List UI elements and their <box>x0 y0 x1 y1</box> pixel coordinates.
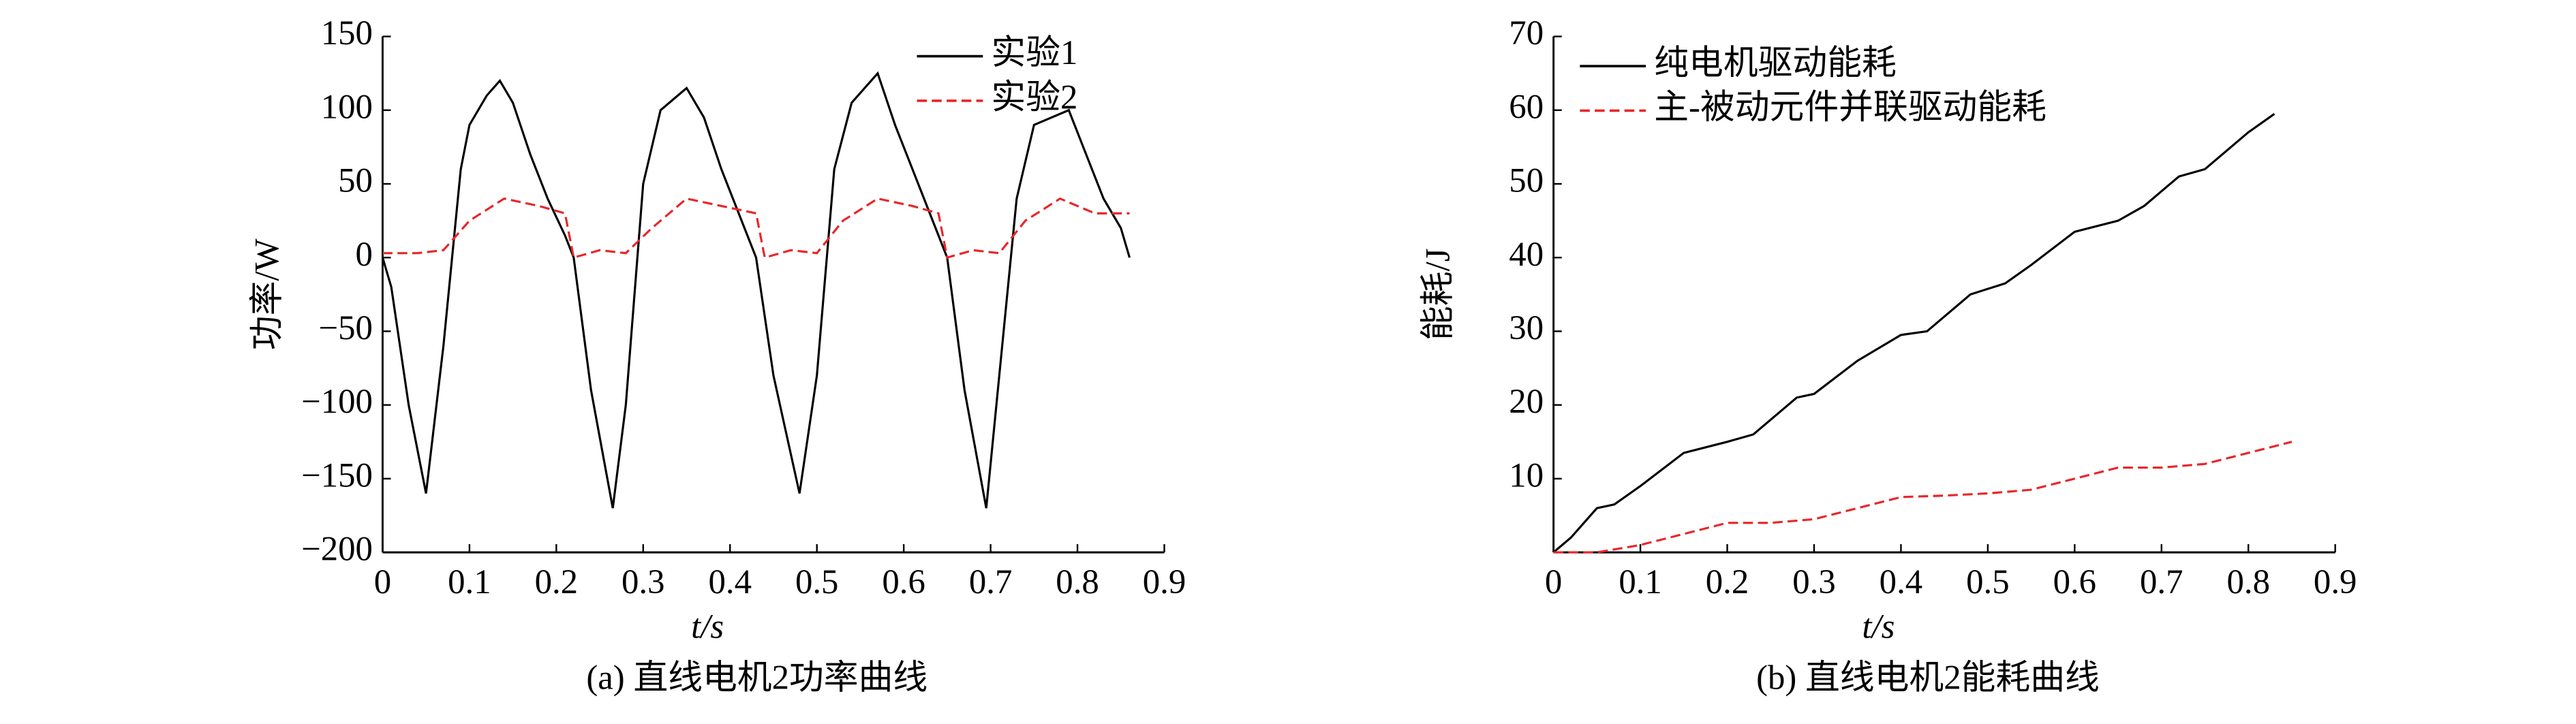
x-tick-label: 0.9 <box>2314 563 2357 601</box>
legend-label: 主-被动元件并联驱动能耗 <box>1654 88 2046 126</box>
y-tick-label: −150 <box>301 456 373 494</box>
y-tick-label: 100 <box>321 87 373 125</box>
x-tick-label: 0.1 <box>1619 563 1661 601</box>
y-axis-label: 功率/W <box>248 238 286 350</box>
caption: (a) 直线电机2功率曲线 <box>586 658 927 696</box>
legend-label: 实验1 <box>991 33 1077 72</box>
x-tick-label: 0.7 <box>969 563 1012 601</box>
x-tick-label: 0.4 <box>708 563 752 601</box>
x-tick-label: 0.4 <box>1880 563 1923 601</box>
y-tick-label: 30 <box>1509 309 1544 347</box>
caption: (b) 直线电机2能耗曲线 <box>1756 658 2100 696</box>
x-tick-label: 0 <box>374 563 391 601</box>
series-line <box>1552 112 2275 554</box>
legend-label: 纯电机驱动能耗 <box>1654 44 1897 82</box>
y-tick-label: 20 <box>1509 382 1544 420</box>
y-tick-label: 60 <box>1509 87 1544 125</box>
y-tick-label: 150 <box>321 14 373 52</box>
x-tick-label: 0.2 <box>535 563 579 601</box>
x-tick-label: 0.8 <box>1056 563 1099 601</box>
y-tick-label: 50 <box>338 161 373 200</box>
x-tick-label: 0.3 <box>622 563 665 601</box>
x-tick-label: 0.2 <box>1706 563 1749 601</box>
x-tick-label: 0.9 <box>1143 563 1186 601</box>
x-tick-label: 0.6 <box>882 563 925 601</box>
x-tick-label: 0.5 <box>1966 563 2010 601</box>
legend-label: 实验2 <box>991 78 1077 116</box>
y-tick-label: −50 <box>318 309 372 347</box>
y-tick-label: 40 <box>1509 235 1544 273</box>
y-tick-label: −200 <box>301 530 373 568</box>
series-line <box>382 197 1130 259</box>
x-tick-label: 0.7 <box>2140 563 2183 601</box>
x-tick-label: 0.1 <box>448 563 491 601</box>
y-tick-label: 50 <box>1509 161 1544 200</box>
x-tick-label: 0 <box>1545 563 1562 601</box>
x-tick-label: 0.3 <box>1792 563 1836 601</box>
x-axis-label: t/s <box>1862 607 1895 645</box>
x-tick-label: 0.8 <box>2226 563 2270 601</box>
x-axis-label: t/s <box>691 607 724 645</box>
x-tick-label: 0.5 <box>795 563 839 601</box>
y-tick-label: 10 <box>1509 456 1544 494</box>
y-tick-label: −100 <box>301 382 373 420</box>
y-axis-label: 能耗/J <box>1419 249 1457 341</box>
series-line <box>381 71 1131 509</box>
y-tick-label: 70 <box>1509 14 1544 52</box>
y-tick-label: 0 <box>356 235 373 273</box>
x-tick-label: 0.6 <box>2053 563 2097 601</box>
series-line <box>1553 441 2293 554</box>
